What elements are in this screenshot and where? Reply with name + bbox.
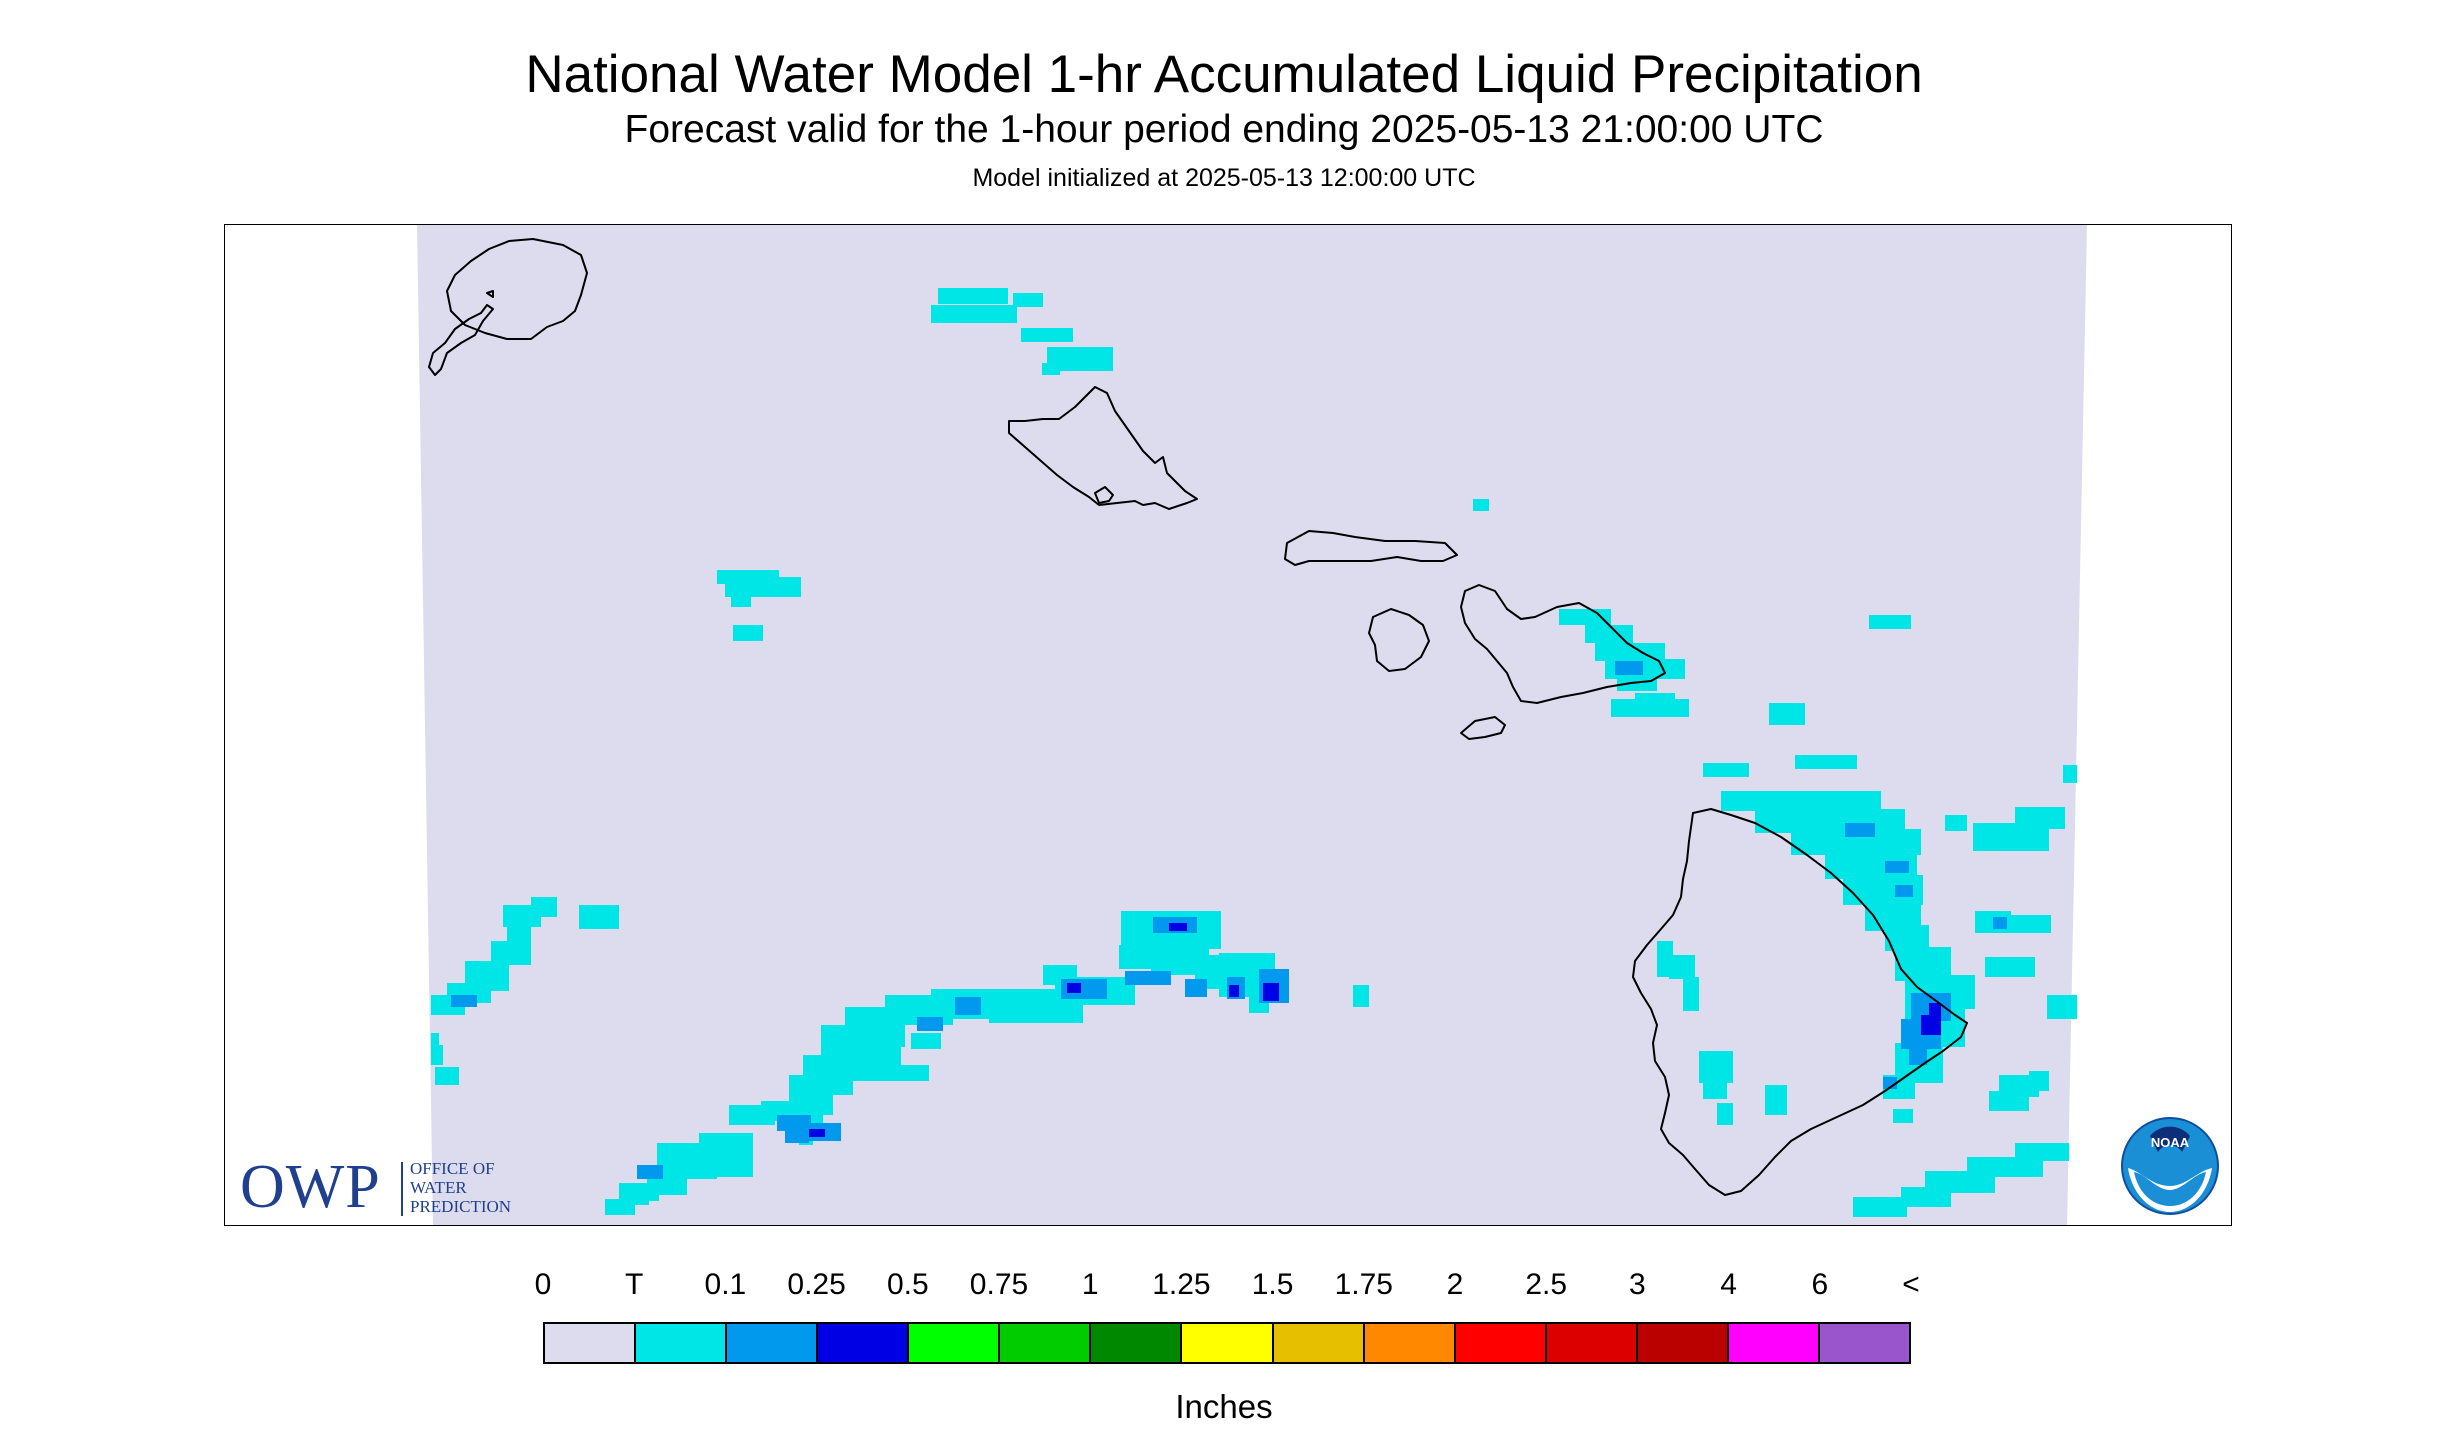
legend-tick-label: 1.75	[1334, 1268, 1393, 1301]
precipitation-map	[224, 224, 2232, 1226]
island-maui	[1460, 584, 1666, 704]
model-domain	[417, 225, 2087, 1225]
island-kahoolawe	[1460, 716, 1506, 740]
owp-line3: PREDICTION	[410, 1197, 512, 1216]
legend-tick-label: 3	[1629, 1268, 1646, 1301]
legend-swatch	[727, 1324, 819, 1362]
noaa-logo-text: NOAA	[2151, 1135, 2190, 1150]
island-molokai	[1284, 530, 1458, 566]
legend-swatch	[1273, 1324, 1365, 1362]
precip-quarter	[809, 923, 1941, 1137]
legend-swatch	[1819, 1324, 1909, 1362]
legend-tick-label: 0	[534, 1268, 552, 1301]
model-init-line: Model initialized at 2025-05-13 12:00:00…	[972, 164, 1476, 192]
noaa-logo: NOAA	[2121, 1117, 2219, 1215]
legend-tick-label: <	[1902, 1268, 1920, 1301]
legend-tick-label: 0.25	[787, 1268, 846, 1301]
legend-labels: 0 T 0.1 0.25 0.5 0.75 1 1.25 1.5 1.75 2 2.5 3 4 6 <	[0, 1268, 2448, 1308]
legend-swatch	[1364, 1324, 1456, 1362]
legend-swatch	[545, 1324, 637, 1362]
legend-swatch	[818, 1324, 910, 1362]
island-hawaii	[1632, 808, 1968, 1196]
legend-tick-label: 1	[1081, 1268, 1099, 1301]
legend-tick-label: 1.5	[1251, 1268, 1294, 1301]
legend-tick-label: 0.1	[704, 1268, 747, 1301]
owp-line1: OFFICE OF	[410, 1159, 495, 1178]
island-lanai	[1368, 608, 1430, 672]
map-canvas	[417, 225, 2087, 1225]
legend-tick-label: 0.5	[886, 1268, 929, 1301]
island-oahu	[1008, 386, 1198, 510]
island-kauai	[446, 238, 588, 340]
legend-tick-label: 0.75	[969, 1268, 1029, 1301]
legend-swatch	[1455, 1324, 1547, 1362]
legend-tick-label: 4	[1720, 1268, 1737, 1301]
legend-swatch	[909, 1324, 1001, 1362]
owp-acronym: OWP	[240, 1153, 381, 1221]
map-title: National Water Model 1-hr Accumulated Li…	[525, 45, 1923, 104]
legend-tick-label: T	[625, 1268, 644, 1301]
owp-line2: WATER	[410, 1178, 467, 1197]
legend-swatch	[1000, 1324, 1092, 1362]
legend-swatch	[1546, 1324, 1638, 1362]
island-lehua	[486, 290, 494, 298]
legend-tick-label: 2.5	[1525, 1268, 1568, 1301]
legend-swatch	[1637, 1324, 1729, 1362]
pearl-harbor	[1094, 486, 1114, 504]
legend-tick-label: 2	[1446, 1268, 1464, 1301]
owp-divider	[401, 1162, 403, 1216]
legend-swatch	[1182, 1324, 1274, 1362]
coastlines	[428, 238, 1968, 1196]
legend-colorbar	[543, 1322, 1911, 1364]
legend-units: Inches	[1175, 1388, 1273, 1425]
legend-swatch	[1091, 1324, 1183, 1362]
legend-tick-label: 6	[1811, 1268, 1829, 1301]
legend-swatch	[636, 1324, 728, 1362]
legend-swatch	[1728, 1324, 1820, 1362]
legend-tick-label: 1.25	[1152, 1268, 1211, 1301]
map-subtitle: Forecast valid for the 1-hour period end…	[624, 108, 1824, 151]
island-niihau	[428, 304, 494, 376]
